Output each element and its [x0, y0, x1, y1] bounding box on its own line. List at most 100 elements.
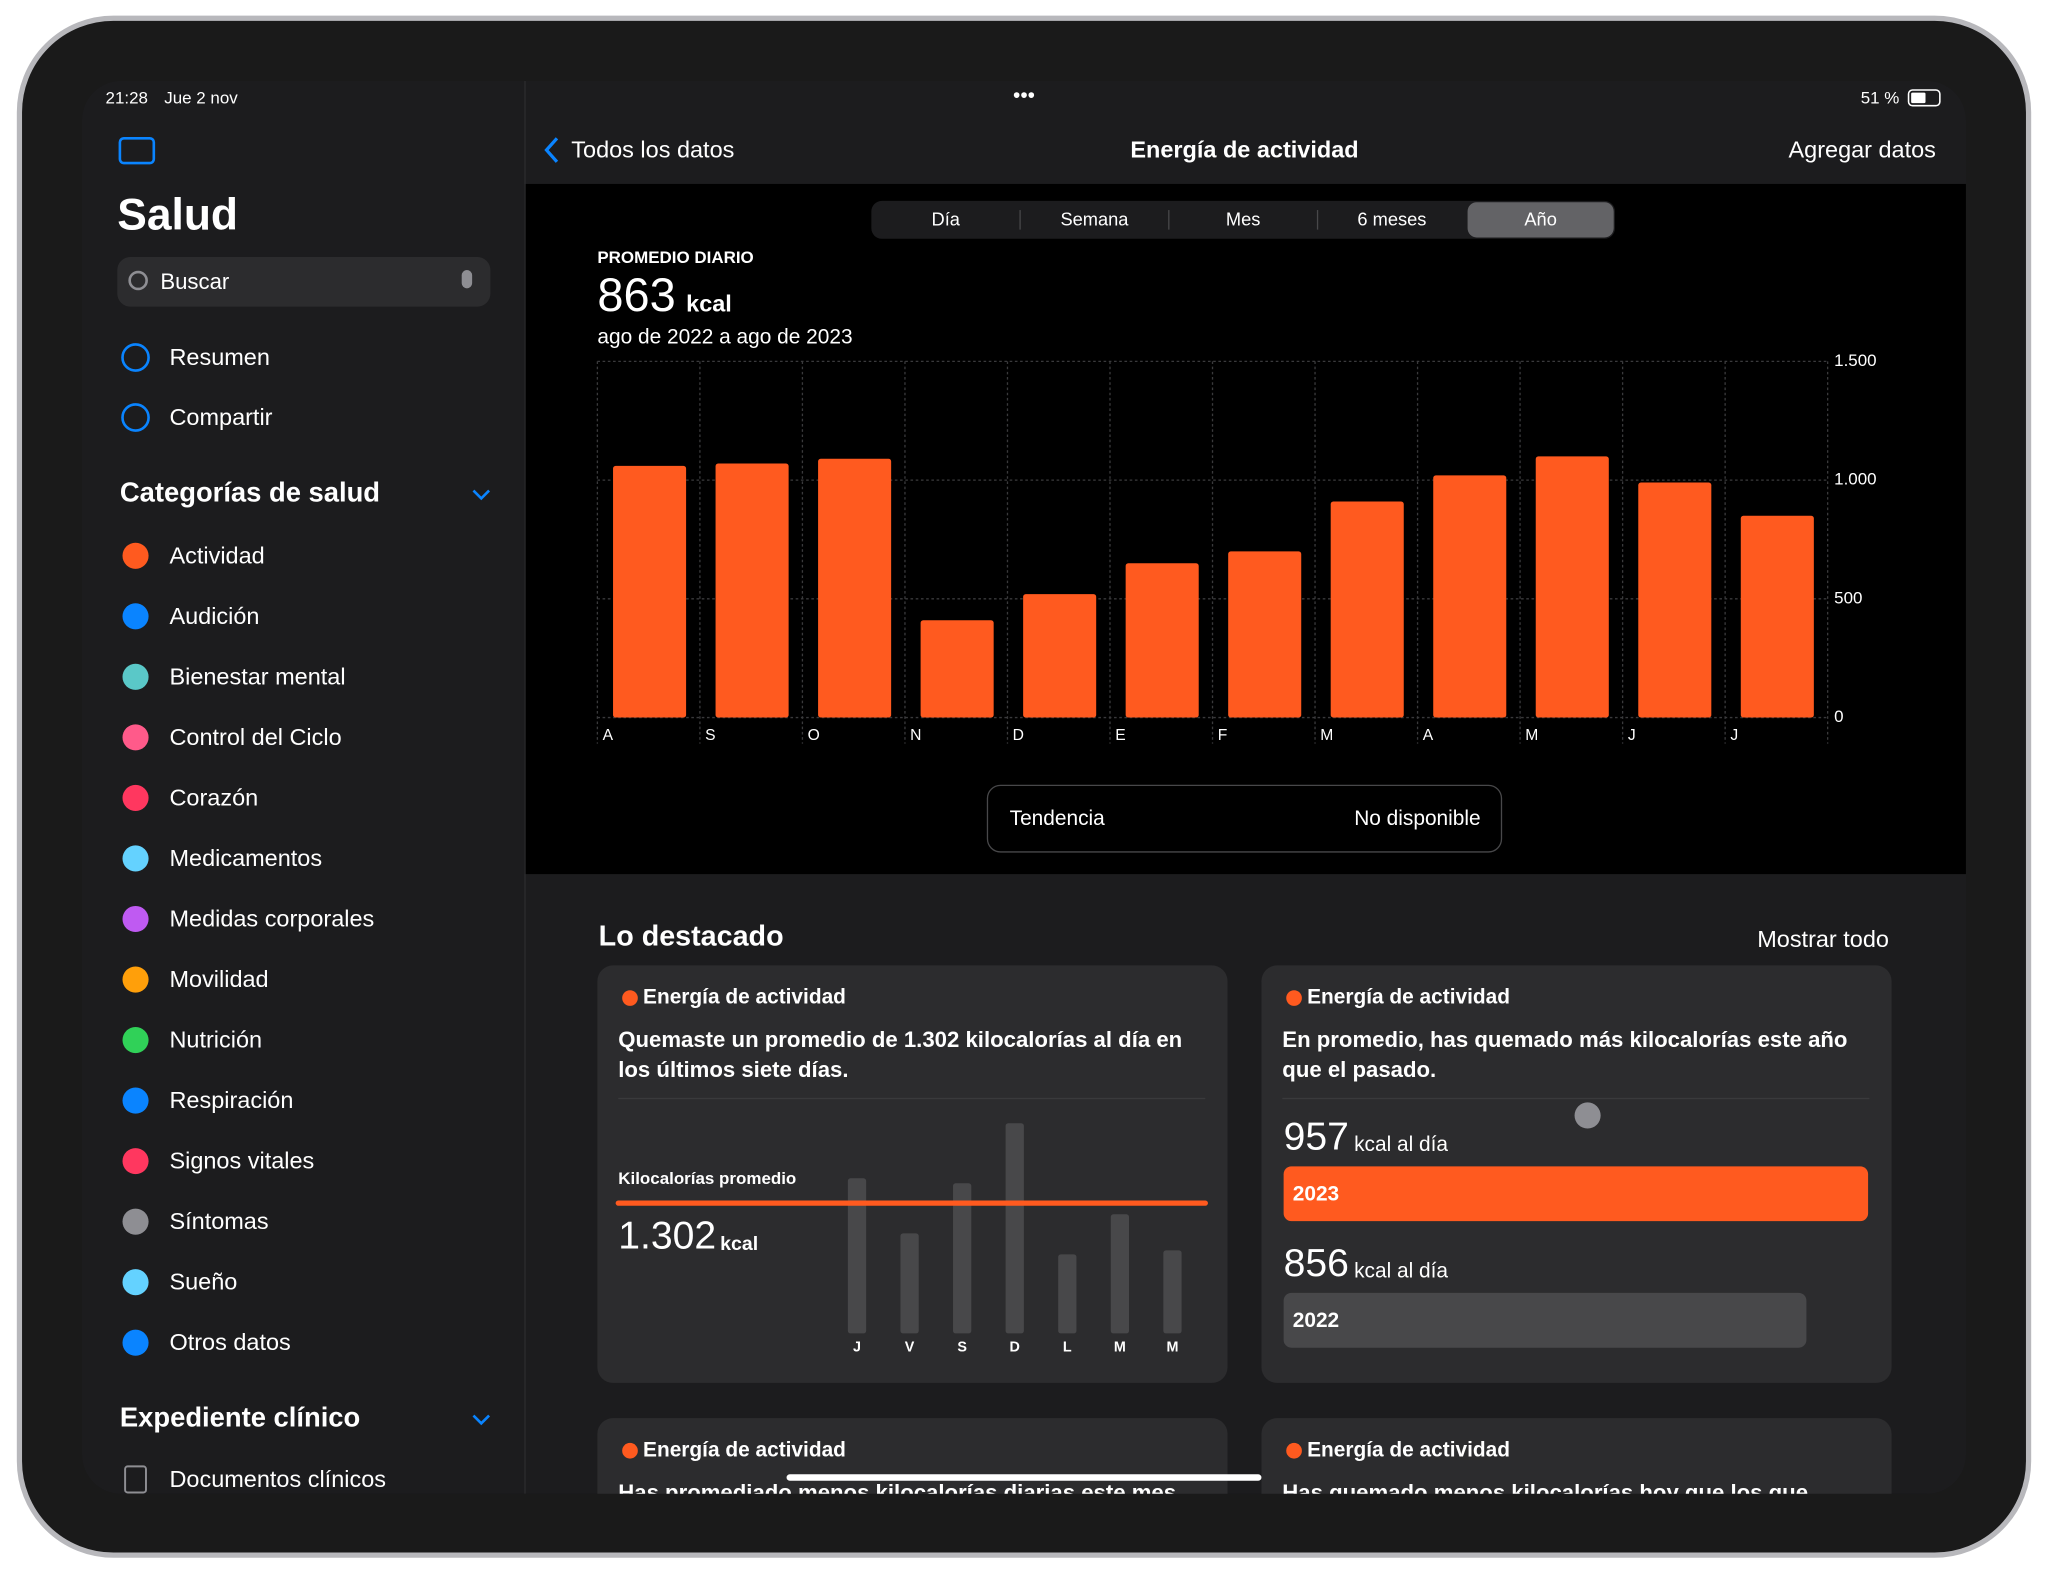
category-item[interactable]: Medicamentos: [169, 845, 322, 871]
mini-bar: [1058, 1254, 1077, 1334]
category-item[interactable]: Medidas corporales: [169, 905, 374, 931]
flame-icon: [1286, 1442, 1302, 1459]
category-item[interactable]: Control del Ciclo: [169, 724, 341, 750]
trend-label: Tendencia: [1010, 807, 1105, 830]
sidebar-item[interactable]: Compartir: [169, 404, 272, 430]
card-text: Has quemado menos kilocalorías hoy que l…: [1282, 1480, 1808, 1505]
summary-value: 863: [597, 268, 675, 321]
category-icon: [122, 603, 149, 630]
bar: [1330, 501, 1404, 718]
show-all[interactable]: Mostrar todo: [1757, 926, 1889, 952]
category-item[interactable]: Síntomas: [169, 1208, 268, 1234]
chevron[interactable]: [472, 489, 491, 501]
category-item[interactable]: Signos vitales: [169, 1148, 314, 1174]
x-tick-label: N: [910, 727, 921, 744]
bar: [715, 463, 789, 718]
mini-x-label: D: [1010, 1339, 1020, 1355]
category-item[interactable]: Otros datos: [169, 1329, 290, 1355]
segment[interactable]: 6 meses: [1357, 208, 1426, 229]
x-tick-label: E: [1115, 727, 1125, 744]
segment[interactable]: Día: [932, 208, 961, 229]
back-button[interactable]: Todos los datos: [571, 137, 734, 163]
clinical-item[interactable]: Documentos clínicos: [169, 1466, 386, 1492]
category-item[interactable]: Actividad: [169, 542, 264, 568]
trend-box[interactable]: [986, 784, 1503, 853]
back-chevron[interactable]: [544, 137, 559, 163]
clinical-heading: Expediente clínico: [120, 1402, 360, 1433]
x-tick-label: J: [1730, 727, 1738, 744]
card-text: Has promediado menos kilocalorías diaria…: [618, 1480, 1176, 1505]
y-tick-label: 1.000: [1834, 470, 1876, 489]
divider: [524, 80, 526, 1494]
y-tick-label: 500: [1834, 588, 1862, 607]
bar: [1433, 475, 1507, 718]
screen: 21:28 Jue 2 nov ••• 51 % Salud Buscar Ca…: [82, 80, 1966, 1575]
date: Jue 2 nov: [164, 89, 238, 108]
category-icon: [122, 1027, 149, 1054]
category-icon: [122, 1208, 149, 1235]
category-item[interactable]: Movilidad: [169, 966, 268, 992]
add-data[interactable]: Agregar datos: [1789, 137, 1936, 163]
category-icon: [122, 966, 149, 993]
home-indicator: [786, 1474, 1262, 1481]
pointer: [1574, 1102, 1601, 1129]
card-tag: Energía de actividad: [1307, 1438, 1510, 1461]
comparison-unit: kcal al día: [1354, 1133, 1448, 1156]
x-tick-label: D: [1013, 727, 1024, 744]
summary-label: PROMEDIO DIARIO: [597, 248, 753, 267]
category-item[interactable]: Corazón: [169, 784, 258, 810]
category-item[interactable]: Nutrición: [169, 1027, 262, 1053]
category-item[interactable]: Respiración: [169, 1087, 293, 1113]
x-tick-label: F: [1218, 727, 1228, 744]
category-item[interactable]: Sueño: [169, 1269, 237, 1295]
segment[interactable]: Año: [1524, 208, 1556, 229]
mini-x-label: V: [905, 1339, 915, 1355]
nav-title: Energía de actividad: [1130, 137, 1358, 163]
mini-bar: [1005, 1123, 1024, 1334]
category-icon: [122, 1148, 149, 1175]
search-field[interactable]: [117, 257, 491, 307]
multitask-dots[interactable]: •••: [1013, 84, 1035, 107]
item-icon: [121, 343, 150, 372]
highlight-card[interactable]: [1261, 1418, 1892, 1575]
sidebar-toggle[interactable]: [118, 136, 156, 165]
comparison-unit: kcal al día: [1354, 1260, 1448, 1283]
category-icon: [122, 1269, 149, 1296]
mini-bar: [1110, 1214, 1130, 1334]
x-tick-label: A: [1423, 727, 1434, 744]
comparison-bar: [1283, 1166, 1869, 1222]
mini-bar: [1163, 1250, 1182, 1334]
mini-x-label: J: [853, 1339, 861, 1355]
category-item[interactable]: Audición: [169, 603, 259, 629]
battery-text: 51 %: [1861, 89, 1900, 108]
sidebar-title: Salud: [117, 191, 238, 240]
bar: [1535, 456, 1609, 718]
category-icon: [122, 542, 149, 569]
flame-icon: [622, 1442, 638, 1459]
mini-x-label: M: [1166, 1339, 1178, 1355]
chevron[interactable]: [472, 1414, 491, 1426]
card-text: Quemaste un promedio de 1.302 kilocalorí…: [618, 1027, 1188, 1082]
sidebar-item[interactable]: Resumen: [169, 344, 269, 370]
highlight-card[interactable]: [597, 1418, 1228, 1575]
bar: [1638, 482, 1712, 718]
card-tag: Energía de actividad: [643, 986, 846, 1009]
segment[interactable]: Mes: [1226, 208, 1260, 229]
bar: [613, 465, 687, 718]
mini-subtitle: Kilocalorías promedio: [618, 1169, 796, 1188]
item-icon: [124, 1465, 147, 1494]
average-unit: kcal: [720, 1233, 758, 1255]
x-tick-label: O: [808, 727, 820, 744]
comparison-label: 2023: [1293, 1183, 1339, 1206]
segment[interactable]: Semana: [1060, 208, 1129, 229]
segmented-control: [871, 200, 1615, 239]
mini-x-label: S: [957, 1339, 967, 1355]
x-tick-label: M: [1525, 727, 1538, 744]
category-icon: [122, 1087, 149, 1114]
mic-icon[interactable]: [461, 270, 473, 289]
bar: [1228, 551, 1302, 718]
category-item[interactable]: Bienestar mental: [169, 663, 345, 689]
battery-icon: [1907, 89, 1941, 107]
bar: [818, 458, 892, 718]
